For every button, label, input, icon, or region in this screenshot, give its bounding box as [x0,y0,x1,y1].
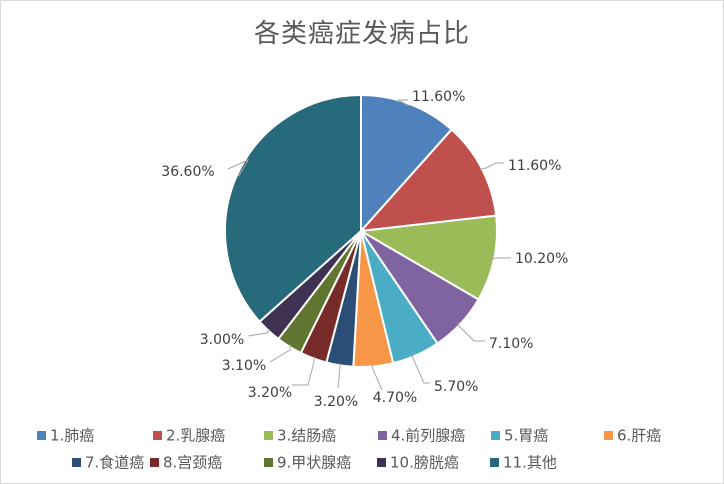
leader-line-5 [411,353,430,384]
percentage-label-7: 3.20% [314,394,358,410]
percentage-label-3: 10.20% [515,251,568,267]
percentage-label-4: 7.10% [489,336,533,352]
leader-line-7 [337,363,341,389]
legend-label-2: 2.乳腺癌 [166,427,225,445]
legend-swatch-5 [491,431,500,440]
pie-slices [224,93,498,368]
pie-slice-11 [224,93,362,323]
percentage-label-8: 3.20% [248,385,292,401]
pie-slice-3 [357,214,498,301]
leader-line-1 [397,99,410,107]
leader-line-6 [371,364,383,391]
percentage-label-9: 3.10% [222,358,266,374]
legend-label-5: 5.胃癌 [504,427,548,445]
legend-swatch-2 [153,431,162,440]
leader-line-11 [227,158,250,177]
leader-line-10 [247,328,271,337]
percentage-label-1: 11.60% [412,89,465,105]
legend-label-8: 8.宫颈癌 [163,454,222,472]
legend-swatch-6 [604,431,613,440]
legend-swatch-1 [37,431,46,440]
percentage-label-6: 4.70% [373,390,417,406]
leader-line-2 [479,162,504,170]
legend: 1.肺癌 2.乳腺癌 3.结肠癌 4.前列腺癌 5.胃癌 6.肝癌 7.食道癌 8.宫颈癌 9.… [37,427,661,472]
leader-line-4 [457,322,485,342]
pie-slice-1 [360,93,453,234]
legend-swatch-10 [377,458,386,467]
legend-swatch-3 [264,431,273,440]
legend-label-9: 9.甲状腺癌 [277,454,351,472]
legend-swatch-7 [72,458,81,467]
percentage-label-10: 3.00% [200,332,244,348]
percentage-label-11: 36.60% [161,164,214,180]
legend-label-10: 10.膀胱癌 [390,454,459,472]
leader-line-8 [292,356,315,386]
legend-swatch-11 [490,458,499,467]
legend-label-3: 3.结肠癌 [277,427,336,445]
leader-line-3 [492,257,511,260]
legend-label-11: 11.其他 [503,454,557,472]
legend-label-6: 6.肝癌 [617,427,661,445]
percentage-label-2: 11.60% [508,158,561,174]
percentage-label-5: 5.70% [434,379,478,395]
legend-swatch-4 [378,431,387,440]
legend-label-7: 7.食道癌 [85,454,144,472]
leader-lines [227,99,511,391]
legend-swatch-9 [264,458,273,467]
legend-label-1: 1.肺癌 [50,427,94,445]
legend-label-4: 4.前列腺癌 [391,427,465,445]
chart-title: 各类癌症发病占比 [253,19,470,49]
legend-swatch-8 [150,458,159,467]
leader-line-9 [269,344,291,363]
percentage-labels: 11.60% 11.60% 10.20% 7.10% 5.70% 4.70% 3.20% 3.… [161,89,568,410]
